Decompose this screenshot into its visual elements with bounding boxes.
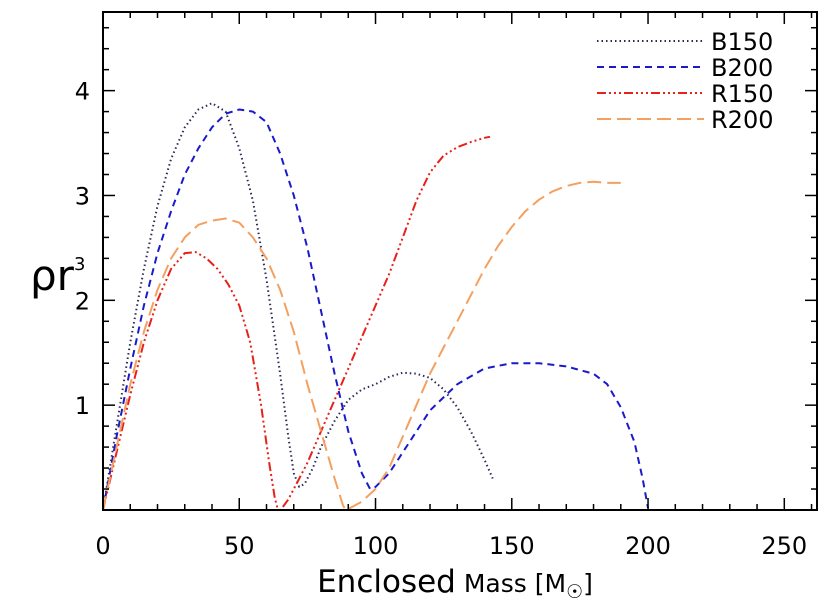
x-axis-unit-symbol: ☉ [566, 581, 583, 603]
series-line-b200 [102, 108, 649, 511]
y-tick-label: 4 [75, 78, 90, 106]
y-tick-label: 1 [75, 392, 90, 420]
plot-frame [102, 11, 818, 511]
x-tick-label: 0 [95, 532, 110, 560]
axes-layer: 0 50 100 150 200 250 1 2 3 4 [75, 11, 818, 560]
legend-label-b150: B150 [711, 28, 773, 56]
x-axis-label-close: ] [583, 569, 593, 598]
y-axis-label: ρr3 [30, 251, 85, 300]
legend-label-r200: R200 [711, 106, 773, 134]
series-line-b150 [102, 102, 494, 511]
x-tick-label: 200 [625, 532, 671, 560]
x-tick-label: 50 [224, 532, 255, 560]
legend-label-b200: B200 [711, 54, 773, 82]
x-axis-label: Enclosed Mass [M☉] [317, 564, 593, 603]
x-axis-label-main: Enclosed [317, 564, 456, 600]
x-tick-label: 250 [761, 532, 807, 560]
y-axis-label-exponent: 3 [74, 254, 85, 275]
x-tick-label: 150 [489, 532, 535, 560]
y-tick-label: 2 [75, 287, 90, 315]
y-axis-label-base: ρr [30, 251, 75, 300]
series-layer [102, 102, 649, 511]
legend-label-r150: R150 [711, 80, 773, 108]
y-tick-label: 3 [75, 182, 90, 210]
x-axis-label-rest: Mass [M [464, 569, 566, 598]
x-tick-label: 100 [353, 532, 399, 560]
